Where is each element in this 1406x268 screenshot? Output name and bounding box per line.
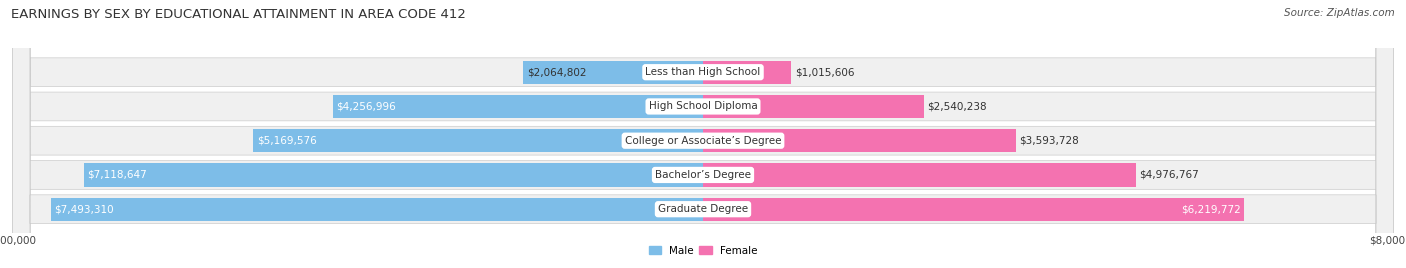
- Text: $3,593,728: $3,593,728: [1019, 136, 1078, 146]
- Bar: [703, 163, 1136, 187]
- Text: Less than High School: Less than High School: [645, 67, 761, 77]
- Text: Bachelor’s Degree: Bachelor’s Degree: [655, 170, 751, 180]
- Bar: [703, 129, 1015, 152]
- FancyBboxPatch shape: [13, 0, 1393, 268]
- Text: $1,015,606: $1,015,606: [794, 67, 855, 77]
- Text: $6,219,772: $6,219,772: [1181, 204, 1240, 214]
- Bar: [253, 129, 703, 152]
- Bar: [333, 95, 703, 118]
- Text: Graduate Degree: Graduate Degree: [658, 204, 748, 214]
- Text: $2,540,238: $2,540,238: [928, 102, 987, 111]
- Legend: Male, Female: Male, Female: [648, 246, 758, 256]
- Bar: [703, 61, 792, 84]
- Text: $4,976,767: $4,976,767: [1139, 170, 1199, 180]
- Text: EARNINGS BY SEX BY EDUCATIONAL ATTAINMENT IN AREA CODE 412: EARNINGS BY SEX BY EDUCATIONAL ATTAINMEN…: [11, 8, 467, 21]
- Text: $4,256,996: $4,256,996: [336, 102, 396, 111]
- Bar: [703, 198, 1244, 221]
- Bar: [523, 61, 703, 84]
- FancyBboxPatch shape: [13, 0, 1393, 268]
- Text: $5,169,576: $5,169,576: [257, 136, 316, 146]
- Text: $2,064,802: $2,064,802: [527, 67, 586, 77]
- Bar: [51, 198, 703, 221]
- Text: $7,118,647: $7,118,647: [87, 170, 148, 180]
- Text: High School Diploma: High School Diploma: [648, 102, 758, 111]
- Text: Source: ZipAtlas.com: Source: ZipAtlas.com: [1284, 8, 1395, 18]
- Bar: [84, 163, 703, 187]
- FancyBboxPatch shape: [13, 0, 1393, 268]
- FancyBboxPatch shape: [13, 0, 1393, 268]
- Text: $7,493,310: $7,493,310: [55, 204, 114, 214]
- FancyBboxPatch shape: [13, 0, 1393, 268]
- Text: College or Associate’s Degree: College or Associate’s Degree: [624, 136, 782, 146]
- Bar: [703, 95, 924, 118]
